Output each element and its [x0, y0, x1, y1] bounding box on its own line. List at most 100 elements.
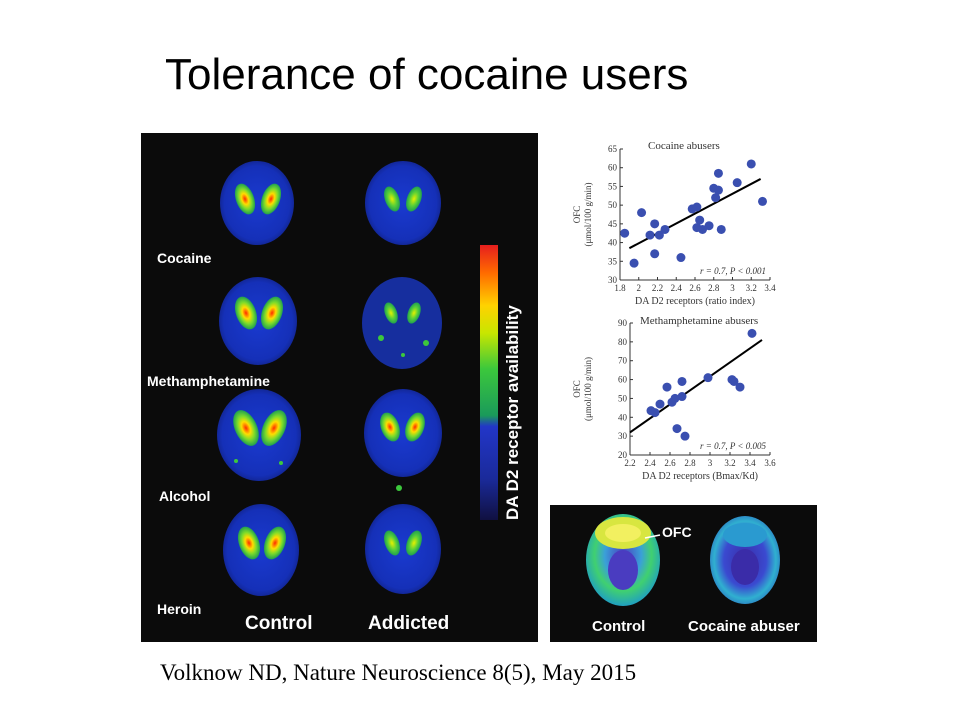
data-point	[735, 382, 745, 392]
data-point	[670, 393, 680, 403]
y-tick-label: 50	[608, 200, 618, 210]
data-point	[692, 202, 702, 212]
x-tick-label: 3.4	[764, 283, 776, 293]
colorbar-label: DA D2 receptor availability	[503, 305, 522, 520]
data-point	[629, 258, 639, 268]
x-axis-label: DA D2 receptors (Bmax/Kd)	[642, 471, 758, 482]
y-tick-label: 45	[608, 219, 618, 229]
y-tick-label: 60	[608, 163, 618, 173]
y-axis-label: OFC	[572, 206, 582, 224]
data-point	[662, 382, 672, 392]
brain-control-cocaine	[220, 161, 294, 245]
row-label-cocaine: Cocaine	[157, 250, 212, 266]
x-tick-label: 1.8	[614, 283, 626, 293]
brain-scan-panel: Cocaine Methamphetamine Alcohol Heroin C…	[141, 133, 538, 642]
meth-scatter-svg: 20 30 40 50 60 70 80 90 2.2 2.4 2.6 2.8 3 3.2 3.4 3.6 Me…	[572, 315, 776, 482]
x-tick-label: 3	[708, 458, 713, 468]
pet-label-cocaine-abuser: Cocaine abuser	[688, 618, 800, 635]
x-tick-label: 3.6	[764, 458, 776, 468]
data-point	[655, 399, 665, 409]
slide-title: Tolerance of cocaine users	[165, 50, 689, 99]
chart-title: Cocaine abusers	[648, 140, 720, 152]
data-point	[732, 178, 742, 188]
y-tick-label: 40	[618, 412, 628, 422]
brain-addicted-alcohol	[364, 389, 442, 491]
data-point	[704, 221, 714, 231]
y-axis-label: OFC	[572, 380, 582, 398]
stat-annotation: r = 0.7, P < 0.001	[700, 266, 766, 276]
data-point	[660, 224, 670, 234]
y-tick-label: 65	[608, 144, 618, 154]
x-tick-label: 2.2	[624, 458, 635, 468]
data-point	[650, 219, 660, 229]
stat-annotation: r = 0.7, P < 0.005	[700, 441, 766, 451]
y-tick-label: 20	[618, 450, 628, 460]
receptor-colorbar	[480, 245, 498, 520]
brain-control-methamphetamine	[219, 277, 297, 365]
y-tick-label: 55	[608, 181, 618, 191]
x-tick-label: 2	[637, 283, 642, 293]
chart-title: Methamphetamine abusers	[640, 315, 758, 327]
data-point	[746, 159, 756, 169]
data-point	[672, 424, 682, 434]
trend-line	[629, 339, 763, 434]
y-axis-unit-label: (μmol/100 g/min)	[583, 182, 593, 246]
data-point	[711, 193, 721, 203]
x-axis-label: DA D2 receptors (ratio index)	[635, 296, 755, 307]
data-point	[695, 215, 705, 225]
col-label-addicted: Addicted	[368, 613, 450, 634]
y-tick-label: 35	[608, 256, 618, 266]
data-point	[729, 376, 739, 386]
x-tick-label: 2.6	[689, 283, 701, 293]
x-tick-label: 2.6	[664, 458, 676, 468]
cocaine-scatter-svg: 30 35 40 45 50 55 60 65 1.8 2 2.2 2.4 2.6 2.8 3 3.2 3.4 C…	[572, 140, 776, 307]
data-point	[650, 408, 660, 418]
x-tick-label: 2.8	[708, 283, 720, 293]
data-point	[620, 228, 630, 238]
y-tick-label: 90	[618, 318, 628, 328]
pet-scans	[586, 514, 780, 606]
data-point	[758, 196, 767, 206]
x-tick-label: 2.8	[684, 458, 696, 468]
data-point	[676, 253, 686, 263]
pet-control-brain	[586, 514, 660, 606]
data-point	[677, 376, 687, 386]
pet-label-control: Control	[592, 618, 646, 635]
data-point	[716, 224, 726, 234]
brain-addicted-cocaine	[365, 161, 441, 245]
y-axis-unit-label: (μmol/100 g/min)	[583, 357, 593, 421]
x-tick-label: 3.2	[724, 458, 735, 468]
y-tick-label: 30	[608, 275, 618, 285]
row-label-heroin: Heroin	[157, 601, 202, 617]
x-tick-label: 2.4	[671, 283, 683, 293]
y-tick-label: 60	[618, 375, 628, 385]
y-tick-label: 80	[618, 337, 628, 347]
data-point	[703, 373, 713, 383]
row-label-alcohol: Alcohol	[159, 488, 211, 504]
x-tick-label: 2.2	[652, 283, 663, 293]
citation: Volknow ND, Nature Neuroscience 8(5), Ma…	[160, 660, 637, 685]
cocaine-scatter-plot: 30 35 40 45 50 55 60 65 1.8 2 2.2 2.4 2.6 2.8 3 3.2 3.4 C…	[560, 133, 782, 313]
brain-control-alcohol	[217, 389, 301, 481]
data-point	[698, 224, 707, 234]
data-point	[654, 230, 664, 240]
x-tick-label: 3.4	[744, 458, 756, 468]
x-tick-label: 3	[730, 283, 735, 293]
data-point	[645, 230, 655, 240]
ofc-callout: OFC	[662, 524, 692, 540]
data-point	[637, 208, 647, 218]
data-point	[677, 392, 687, 402]
brain-addicted-heroin	[365, 504, 441, 594]
x-tick-label: 2.4	[644, 458, 656, 468]
meth-scatter-plot: 20 30 40 50 60 70 80 90 2.2 2.4 2.6 2.8 3 3.2 3.4 3.6 Me…	[560, 313, 782, 495]
brain-control-heroin	[223, 504, 299, 596]
y-tick-label: 70	[618, 356, 628, 366]
pet-abuser-brain	[710, 516, 780, 604]
brain-addicted-methamphetamine	[362, 277, 442, 369]
row-label-methamphetamine: Methamphetamine	[147, 373, 270, 389]
brain-scans	[217, 161, 442, 596]
data-point	[713, 185, 723, 195]
data-point	[713, 168, 723, 178]
x-tick-label: 3.2	[746, 283, 757, 293]
data-point	[680, 431, 690, 441]
